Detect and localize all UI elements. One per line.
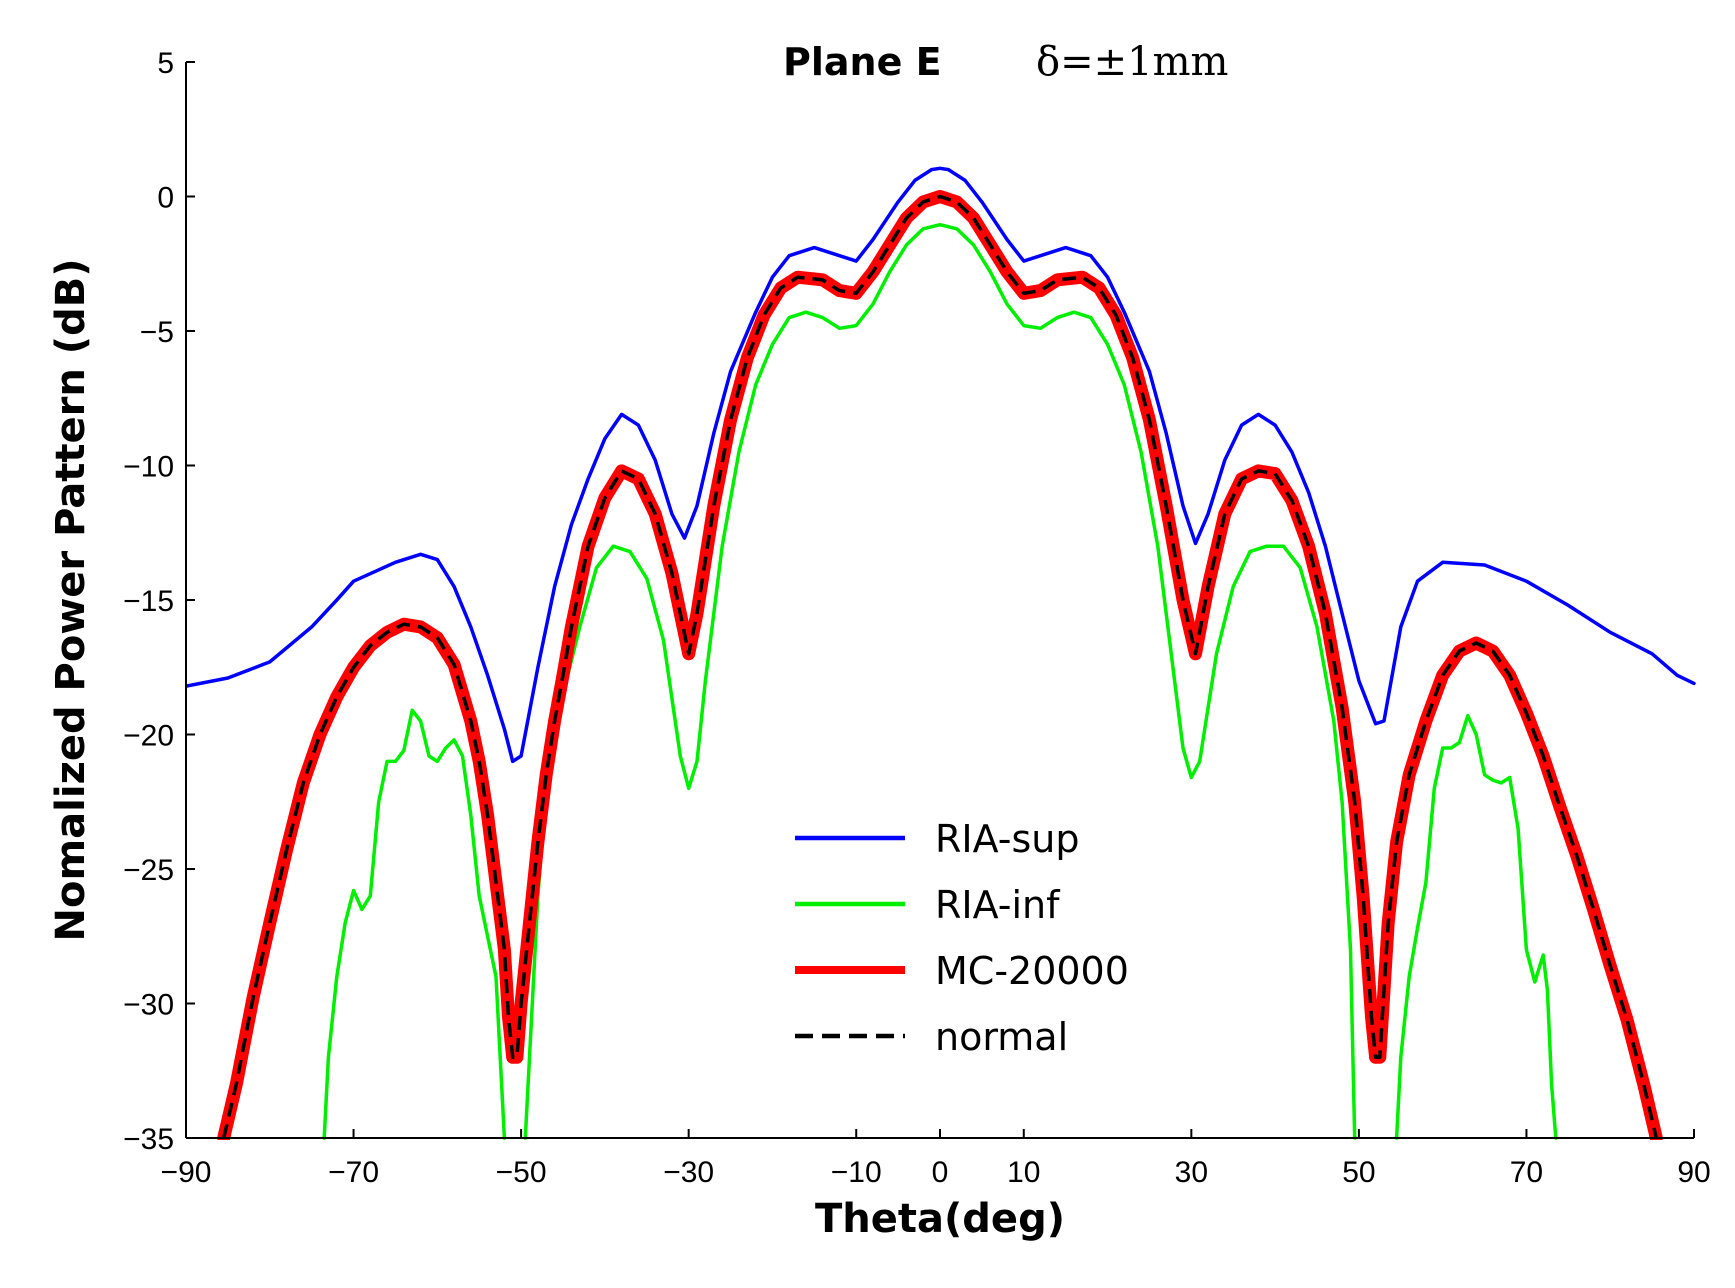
y-tick-label: 0 [157,182,174,215]
y-tick-label: −25 [123,854,174,887]
y-tick-label: −15 [123,585,174,618]
y-axis-ticks: 5 0 −5 −10 −15 −20 −25 −30 −35 [123,47,195,1156]
x-tick-label: −10 [831,1156,882,1189]
y-axis-title: Nomalized Power Pattern (dB) [48,259,94,942]
x-tick-label: 50 [1342,1156,1375,1189]
legend: RIA-sup RIA-inf MC-20000 normal [795,817,1129,1059]
y-tick-label: −20 [123,720,174,753]
x-tick-label: 10 [1007,1156,1040,1189]
x-tick-label: −50 [496,1156,547,1189]
x-tick-label: −90 [161,1156,212,1189]
x-tick-label: 30 [1175,1156,1208,1189]
series-line-ria-inf [523,222,1357,1140]
x-tick-label: 0 [932,1156,949,1189]
series-layer [186,166,1696,1140]
x-tick-label: 90 [1677,1156,1710,1189]
series-line-ria-inf [1394,713,1558,1140]
x-tick-label: −30 [663,1156,714,1189]
legend-label: RIA-sup [935,817,1080,861]
series-line-ria-sup [186,166,1696,764]
chart-title-tolerance: δ=±1mm [1036,39,1228,85]
y-tick-label: −35 [123,1123,174,1156]
x-axis-ticks: −90 −70 −50 −30 −10 0 10 30 50 70 90 [161,1129,1711,1189]
legend-label: RIA-inf [935,883,1061,927]
x-tick-label: 70 [1510,1156,1543,1189]
chart-title: Plane E [783,40,942,84]
series-line-normal [221,194,1659,1139]
series-line-ria-inf [322,708,507,1140]
x-tick-label: −70 [328,1156,379,1189]
legend-label: normal [935,1015,1068,1059]
y-tick-label: 5 [157,47,174,80]
y-tick-label: −30 [123,989,174,1022]
x-axis-title: Theta(deg) [815,1196,1065,1242]
y-tick-label: −5 [140,316,174,349]
y-tick-label: −10 [123,451,174,484]
legend-label: MC-20000 [935,949,1129,993]
